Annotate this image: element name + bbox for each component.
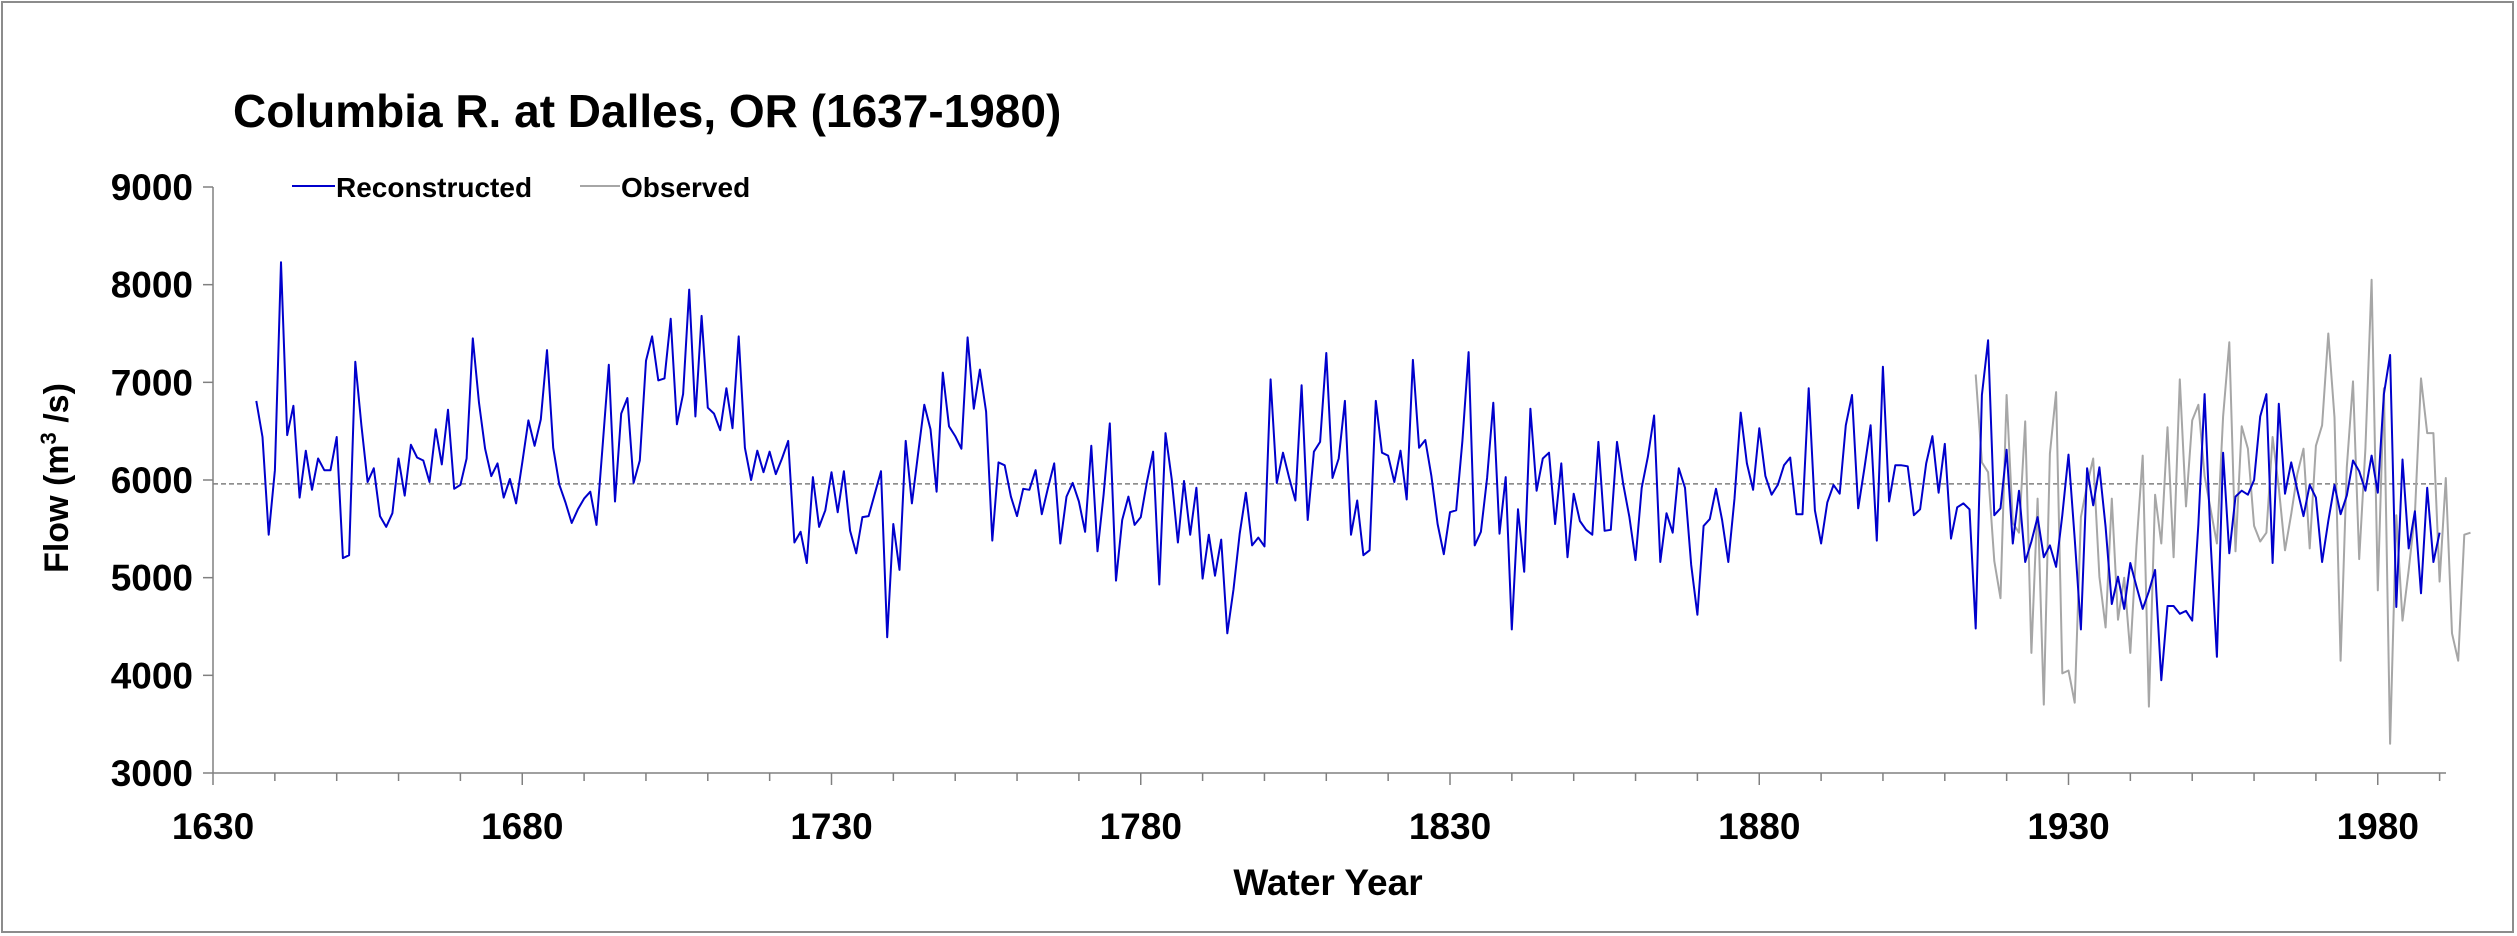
- y-axis-label-main: Flow (m: [38, 444, 76, 572]
- y-axis-label: Flow (m3 /s): [36, 383, 76, 573]
- y-tick-label: 8000: [111, 265, 193, 306]
- series-line-reconstructed: [255, 261, 2441, 682]
- chart-title: Columbia R. at Dalles, OR (1637-1980): [233, 85, 1061, 137]
- x-tick-label: 1730: [790, 806, 872, 847]
- series-line-observed: [1974, 278, 2471, 745]
- y-tick-label: 3000: [111, 753, 193, 794]
- y-tick-label: 4000: [111, 655, 193, 696]
- x-axis-label: Water Year: [1233, 862, 1422, 903]
- x-tick-label: 1880: [1718, 806, 1800, 847]
- y-tick-label: 7000: [111, 362, 193, 403]
- y-axis-label-superscript: 3: [36, 432, 61, 444]
- x-tick-label: 1930: [2027, 806, 2109, 847]
- x-tick-label: 1980: [2337, 806, 2419, 847]
- x-tick-label: 1630: [172, 806, 254, 847]
- x-tick-label: 1830: [1409, 806, 1491, 847]
- plot-area: 3000 4000 5000 6000 7000 8000 9000 1630 1680 1730…: [111, 167, 2471, 847]
- y-tick-label: 9000: [111, 167, 193, 208]
- y-tick-label: 6000: [111, 460, 193, 501]
- y-tick-label: 5000: [111, 558, 193, 599]
- legend-label-reconstructed: Reconstructed: [336, 172, 532, 203]
- legend: Reconstructed Observed: [292, 172, 750, 203]
- y-axis-label-tail: /s): [38, 383, 76, 432]
- x-tick-label: 1680: [481, 806, 563, 847]
- x-tick-label: 1780: [1100, 806, 1182, 847]
- legend-label-observed: Observed: [621, 172, 750, 203]
